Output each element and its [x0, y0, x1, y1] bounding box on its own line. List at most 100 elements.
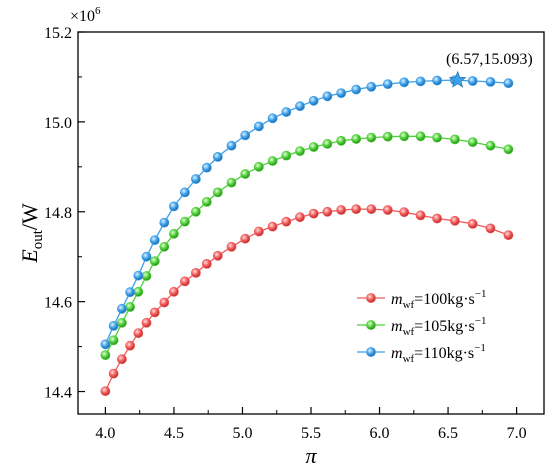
- series-0-point: [108, 368, 119, 379]
- legend-label: mwf=110kg·s−1: [391, 342, 486, 365]
- legend-label: mwf=105kg·s−1: [391, 315, 486, 338]
- y-tick-label: 15.0: [44, 115, 72, 132]
- series-0-point: [432, 213, 442, 224]
- series-0-point: [449, 215, 460, 226]
- tick-labels: 4.0 4.5 5.0 5.5 6.0 6.5 7.0 14.4 14.6 14.8 15.0 15.…: [44, 25, 527, 442]
- series-0-point: [240, 233, 251, 244]
- x-tick-label: 5.5: [301, 425, 321, 442]
- series-1-point: [201, 196, 212, 207]
- series-1-point: [267, 156, 278, 166]
- series-1-point: [168, 228, 179, 239]
- series-0-point: [201, 258, 212, 269]
- x-tick-label: 5.0: [232, 425, 252, 442]
- series-0-point: [212, 250, 223, 261]
- series-0-point: [226, 241, 237, 252]
- series-2-point: [366, 81, 377, 92]
- series-0-point: [133, 328, 144, 338]
- x-axis-label: π: [305, 443, 317, 468]
- series-1-point: [485, 140, 496, 151]
- series-0-point: [351, 204, 362, 214]
- series-2-point: [295, 101, 305, 112]
- series-2-point: [100, 339, 111, 350]
- series-1-point: [149, 256, 160, 267]
- series-0-point: [336, 205, 347, 215]
- series-2-point: [141, 251, 152, 262]
- series-1-point: [108, 335, 119, 346]
- series-2-point: [322, 91, 333, 102]
- series-0-point: [141, 317, 152, 328]
- series-2-point: [117, 303, 127, 314]
- x-tick-label: 6.5: [438, 425, 458, 442]
- series-0-point: [308, 208, 319, 219]
- series-1-point: [179, 216, 190, 227]
- series-1-point: [432, 132, 442, 143]
- y-tick-label: 15.2: [44, 25, 72, 42]
- series-0-point: [295, 212, 305, 223]
- axes: [77, 31, 545, 415]
- legend: mwf=100kg·s−1 mwf=105kg·s−1 mwf=110kg·s−1: [357, 288, 486, 365]
- y-axis-label: Eout/W: [17, 203, 46, 264]
- series-0-point: [382, 205, 393, 215]
- series-0-point: [467, 218, 478, 229]
- series-0-point: [149, 307, 160, 318]
- series-1-point: [399, 131, 410, 142]
- series-1-point: [503, 144, 514, 155]
- series-1-point: [190, 206, 201, 217]
- series-1-point: [366, 132, 377, 143]
- series-1-point: [322, 138, 333, 149]
- series-2-point: [382, 79, 393, 89]
- series-1-point: [226, 177, 237, 188]
- series-1-point: [449, 134, 460, 145]
- series-2-point: [125, 287, 136, 298]
- series-0-point: [190, 267, 201, 278]
- legend-marker: [366, 293, 376, 303]
- series-0-point: [267, 221, 278, 232]
- series-2-point: [503, 78, 514, 89]
- star-marker: [448, 70, 467, 88]
- series-2-point: [179, 187, 190, 198]
- series-1-point: [308, 142, 319, 152]
- series-0-point: [415, 210, 426, 221]
- series-1-point: [212, 187, 223, 198]
- y-tick-label: 14.6: [44, 295, 72, 312]
- legend-marker: [366, 347, 376, 357]
- series-0-point: [322, 206, 333, 217]
- series-2-point: [467, 76, 478, 86]
- series-0-point: [125, 340, 136, 351]
- x-tick-label: 4.5: [164, 425, 184, 442]
- series-1-point: [117, 317, 127, 328]
- legend-marker: [366, 320, 376, 330]
- series-1-point: [159, 241, 170, 252]
- series-1-point: [133, 286, 144, 297]
- marker-annotation: (6.57,15.093): [446, 51, 533, 68]
- series-1-point: [415, 131, 426, 142]
- y-tick-label: 14.4: [44, 385, 72, 402]
- series-2-point: [201, 162, 212, 173]
- series-2-point: [351, 84, 362, 95]
- series-2-point: [415, 76, 426, 87]
- series-2-point: [149, 235, 160, 245]
- series-2-point: [281, 107, 292, 117]
- series-1-point: [351, 134, 362, 144]
- series-1-point: [281, 150, 292, 161]
- series-1-point: [240, 169, 251, 179]
- series-1-point: [295, 146, 305, 156]
- y-tick-label: 14.8: [44, 205, 72, 222]
- series-2-point: [190, 174, 201, 184]
- series-0-point: [485, 223, 496, 234]
- series-0-point: [168, 286, 179, 297]
- series-layer: [100, 70, 514, 396]
- series-0-point: [366, 204, 377, 214]
- series-2-point: [212, 151, 223, 162]
- series-1-point: [336, 135, 347, 146]
- series-0-point: [117, 354, 127, 365]
- series-2-point: [253, 121, 264, 132]
- series-1-point: [100, 350, 111, 360]
- series-2-point: [168, 201, 179, 212]
- series-1-point: [253, 161, 264, 172]
- series-2-point: [226, 140, 237, 151]
- series-0-point: [179, 276, 190, 287]
- series-0-point: [100, 386, 111, 396]
- series-2-point: [485, 77, 496, 87]
